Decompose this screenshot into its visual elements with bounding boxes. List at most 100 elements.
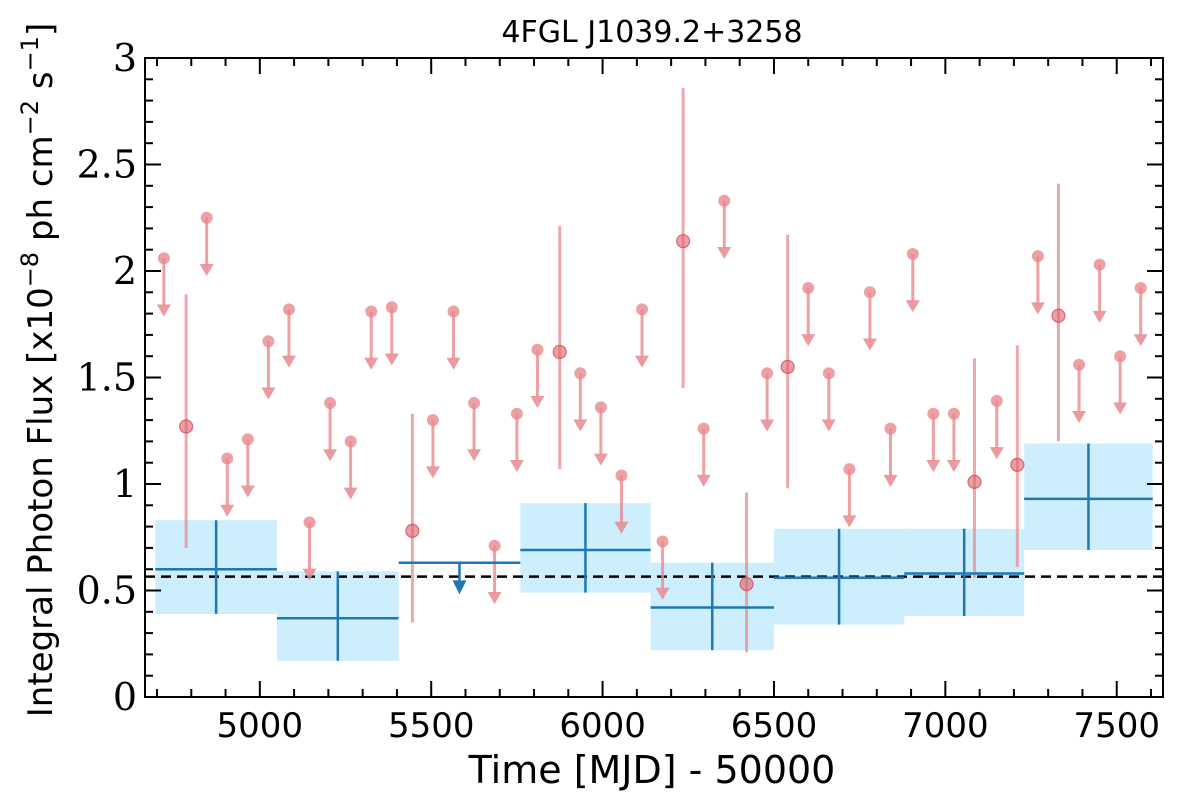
upper-limit-point [221,452,234,465]
upper-limit-arrowhead [883,474,898,487]
y-axis-label: Integral Photon Flux [x10−8 ph cm−2 s−1] [16,23,61,717]
chart-title: 4FGL J1039.2+3258 [501,15,802,50]
upper-limit-point [656,535,669,548]
upper-limit-point [1114,350,1127,363]
upper-limit-arrowhead [696,474,711,487]
upper-limit-arrowhead [1092,310,1107,323]
upper-limit-point [531,343,544,356]
upper-limit-point [574,367,587,380]
detection-point [179,419,194,434]
short-bin-points [156,87,1148,653]
upper-limit-point [365,305,378,318]
upper-limit-arrowhead [1133,334,1148,347]
axis-ticks: 0 0.5 1 1.5 2 2.5 3 5000 5500 6000 6500 7000 7500 [77,36,1163,746]
detection-point [405,523,420,538]
y-axis-label-close: ] [21,23,61,36]
upper-limit-arrowhead [801,334,816,347]
y-axis-label-exp3: −1 [16,36,44,71]
upper-limit-arrowhead [1030,302,1045,315]
upper-limit-point [1134,282,1147,295]
upper-limit-arrowhead [509,459,524,472]
upper-limit-arrowhead [530,396,545,409]
y-axis-label-mid: ph cm [21,135,61,252]
upper-limit-point [385,301,398,314]
upper-limit-arrowhead [240,485,255,498]
x-tick-label: 6500 [731,706,818,746]
upper-limit-arrowhead [905,300,920,313]
upper-limit-point [1031,250,1044,263]
upper-limit-arrowhead [281,355,296,368]
y-tick-label: 2.5 [77,143,137,187]
upper-limit-point [906,247,919,260]
upper-limit-arrowhead [717,246,732,259]
y-tick-label: 2 [113,249,137,293]
detection-point [780,359,795,374]
x-axis-label: Time [MJD] - 50000 [468,748,836,792]
upper-limit-point [697,422,710,435]
upper-limit-arrowhead [635,355,650,368]
x-tick-label: 7500 [1073,706,1160,746]
long-bin-markers [155,443,1153,661]
upper-limit-point [761,367,774,380]
upper-limit-arrowhead [384,353,399,366]
upper-limit-arrowhead [323,449,338,462]
upper-limit-point [718,194,731,207]
upper-limit-arrowhead [842,515,857,528]
y-axis-label-exp2: −2 [16,100,44,135]
upper-limit-point [262,335,275,348]
y-tick-label: 3 [113,36,137,80]
upper-limit-point [802,282,815,295]
upper-limit-point [594,401,607,414]
upper-limit-arrowhead [655,587,670,600]
y-axis-label-main: Integral Photon Flux [x10 [21,287,61,717]
upper-limit-arrowhead [821,419,836,432]
detection-point [676,234,691,249]
long-bin-upper-limit-arrowhead [452,580,467,595]
upper-limit-point [241,433,254,446]
long-bin-bands [155,443,1153,661]
upper-limit-point [843,463,856,476]
upper-limit-arrowhead [946,459,961,472]
upper-limit-arrowhead [156,304,171,317]
upper-limit-point [157,252,170,265]
x-tick-label: 5000 [217,706,304,746]
upper-limit-point [200,211,213,224]
y-tick-label: 0 [113,675,137,719]
upper-limit-point [636,303,649,316]
y-tick-label: 1 [113,462,137,506]
upper-limit-point [468,397,481,410]
upper-limit-point [344,435,357,448]
upper-limit-point [447,305,460,318]
upper-limit-point [324,397,337,410]
upper-limit-arrowhead [199,264,214,276]
upper-limit-arrowhead [220,504,235,517]
x-tick-label: 7000 [902,706,989,746]
y-tick-label: 1.5 [77,356,137,400]
upper-limit-arrowhead [446,357,461,370]
upper-limit-arrowhead [614,521,629,534]
upper-limit-arrowhead [760,419,775,432]
detection-point [739,577,754,592]
x-tick-label: 5500 [388,706,475,746]
upper-limit-point [282,303,295,316]
upper-limit-arrowhead [989,447,1004,460]
upper-limit-arrowhead [261,387,276,400]
upper-limit-arrowhead [573,419,588,432]
upper-limit-point [1073,358,1086,371]
upper-limit-arrowhead [593,453,608,466]
upper-limit-arrowhead [862,338,877,351]
upper-limit-point [615,469,628,482]
detection-point [552,344,567,360]
upper-limit-arrowhead [302,568,317,581]
upper-limit-point [303,516,316,529]
y-tick-label: 0.5 [77,569,137,613]
upper-limit-point [488,539,501,552]
upper-limit-point [822,367,835,380]
x-tick-label: 6000 [559,706,646,746]
upper-limit-point [426,414,439,427]
upper-limit-point [947,407,960,420]
upper-limit-point [927,407,940,420]
upper-limit-point [884,422,897,435]
upper-limit-arrowhead [1072,410,1087,423]
